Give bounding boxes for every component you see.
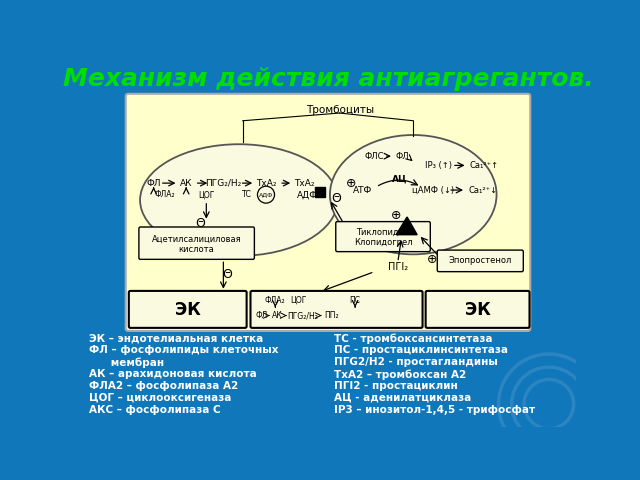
Text: ПС - простациклинсинтетаза: ПС - простациклинсинтетаза [334,345,508,355]
Text: Ca₁²⁺↑: Ca₁²⁺↑ [470,161,499,170]
Text: АК: АК [272,311,283,320]
Text: ФЛ: ФЛ [255,311,268,320]
Ellipse shape [140,144,338,256]
Text: Клопидогрел: Клопидогрел [354,238,412,247]
Text: ФЛА₂: ФЛА₂ [155,190,175,199]
Text: ⊕: ⊕ [346,177,356,190]
Text: АК: АК [180,179,193,188]
Ellipse shape [330,135,497,254]
Text: АТФ: АТФ [353,186,372,194]
Text: ФЛ – фосфолипиды клеточных: ФЛ – фосфолипиды клеточных [90,345,279,355]
Text: кислота: кислота [179,245,214,254]
Text: АДФ: АДФ [259,192,273,197]
Text: Θ: Θ [331,192,340,205]
Text: АКС – фосфолипаза С: АКС – фосфолипаза С [90,405,221,415]
Text: мембран: мембран [90,357,164,368]
Text: цАМФ (↓): цАМФ (↓) [412,186,454,194]
Text: ЦОГ: ЦОГ [291,296,307,305]
Text: ТС - тромбоксансинтетаза: ТС - тромбоксансинтетаза [334,333,493,344]
Polygon shape [396,217,417,235]
Text: ФЛА₂: ФЛА₂ [265,296,285,305]
Text: ПС: ПС [349,296,360,305]
Text: ПГI₂: ПГI₂ [388,262,408,272]
Text: АДФ: АДФ [296,190,317,199]
FancyBboxPatch shape [336,222,430,252]
Text: ЭК: ЭК [465,301,490,319]
Text: ПГG2/Н2 - простагландины: ПГG2/Н2 - простагландины [334,357,498,367]
Text: Тиклопидин: Тиклопидин [356,228,410,237]
Text: IP₃ (↑): IP₃ (↑) [424,161,452,170]
Text: Механизм действия антиагрегантов.: Механизм действия антиагрегантов. [63,67,593,91]
Text: ПГG₂/H₂: ПГG₂/H₂ [205,179,241,188]
Text: ФЛ: ФЛ [396,152,409,161]
Text: ТС: ТС [242,190,252,199]
Text: ПГI2 - простациклин: ПГI2 - простациклин [334,381,458,391]
Text: ⊕: ⊕ [428,253,438,266]
Text: ПГG₂/H₂: ПГG₂/H₂ [287,311,318,320]
Text: ЦОГ – циклооксигеназа: ЦОГ – циклооксигеназа [90,393,232,403]
Text: АК – арахидоновая кислота: АК – арахидоновая кислота [90,369,257,379]
Text: ФЛА2 – фосфолипаза А2: ФЛА2 – фосфолипаза А2 [90,381,239,391]
FancyBboxPatch shape [125,94,531,331]
Text: ФЛ: ФЛ [147,179,161,188]
Circle shape [257,186,275,203]
Text: ТхА₂: ТхА₂ [256,179,276,188]
Text: ПП₂: ПП₂ [324,311,339,320]
Text: Тромбоциты: Тромбоциты [305,105,374,115]
FancyBboxPatch shape [129,291,246,328]
Text: Ацетилсалициловая: Ацетилсалициловая [152,235,241,244]
Text: Θ: Θ [222,268,232,281]
Text: ТхА2 – тромбоксан А2: ТхА2 – тромбоксан А2 [334,369,467,380]
FancyBboxPatch shape [250,291,422,328]
Text: ЭК – эндотелиальная клетка: ЭК – эндотелиальная клетка [90,333,264,343]
Text: ⊕: ⊕ [391,209,401,222]
Text: АЦ: АЦ [392,175,407,184]
Text: АЦ - аденилатциклаза: АЦ - аденилатциклаза [334,393,472,403]
Text: ТхА₂: ТхА₂ [294,179,315,188]
Text: ФЛС: ФЛС [365,152,384,161]
FancyBboxPatch shape [139,227,254,259]
Text: Ca₁²⁺↓: Ca₁²⁺↓ [468,186,497,194]
Text: Θ: Θ [195,216,205,229]
Text: ЦОГ: ЦОГ [198,190,214,199]
Text: IP3 – инозитол-1,4,5 - трифосфат: IP3 – инозитол-1,4,5 - трифосфат [334,405,535,415]
Text: Эпопростенол: Эпопростенол [448,256,511,265]
Text: ЭК: ЭК [175,301,201,319]
FancyBboxPatch shape [426,291,529,328]
FancyBboxPatch shape [437,250,524,272]
Bar [315,187,325,197]
